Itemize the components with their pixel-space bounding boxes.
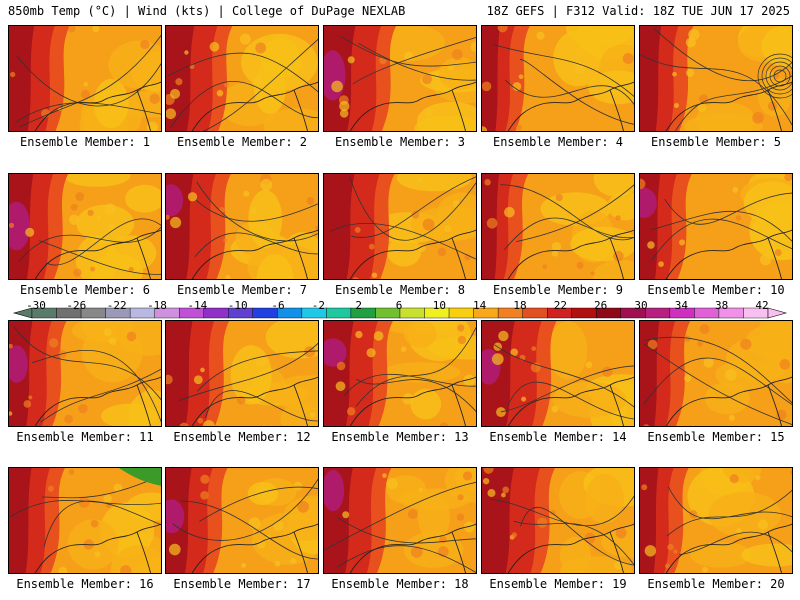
- ensemble-member-map: [8, 25, 162, 132]
- ensemble-member-label: Ensemble Member: 17: [173, 577, 311, 591]
- colorbar-tick-label: 2: [355, 299, 362, 312]
- ensemble-member-map: [165, 25, 319, 132]
- ensemble-member-label: Ensemble Member: 18: [331, 577, 469, 591]
- ensemble-member-map: [323, 25, 477, 132]
- colorbar-tick-label: 30: [634, 299, 648, 312]
- ensemble-member-label: Ensemble Member: 9: [492, 283, 624, 297]
- ensemble-member-label: Ensemble Member: 7: [176, 283, 308, 297]
- ensemble-member-label: Ensemble Member: 19: [489, 577, 627, 591]
- ensemble-member-label: Ensemble Member: 2: [176, 135, 308, 149]
- ensemble-member-map: [8, 467, 162, 574]
- ensemble-member-label: Ensemble Member: 11: [16, 430, 154, 444]
- ensemble-member-label: Ensemble Member: 12: [173, 430, 311, 444]
- colorbar: [12, 307, 788, 319]
- ensemble-member-map: [165, 173, 319, 280]
- ensemble-member-map: [323, 467, 477, 574]
- colorbar-tick-label: 34: [674, 299, 688, 312]
- ensemble-member-map: [481, 25, 635, 132]
- ensemble-member-label: Ensemble Member: 16: [16, 577, 154, 591]
- colorbar-tick-label: -30: [26, 299, 46, 312]
- colorbar-tick-label: -18: [147, 299, 167, 312]
- ensemble-member-map: [639, 467, 793, 574]
- ensemble-member-label: Ensemble Member: 10: [647, 283, 785, 297]
- colorbar-tick-label: 6: [395, 299, 403, 312]
- ensemble-member-label: Ensemble Member: 4: [492, 135, 624, 149]
- ensemble-member-map: [639, 25, 793, 132]
- colorbar-swatch: [203, 307, 229, 319]
- colorbar-tick-label: 10: [432, 299, 446, 312]
- ensemble-member-label: Ensemble Member: 15: [647, 430, 785, 444]
- ensemble-member-map: [323, 173, 477, 280]
- ensemble-member-map: [165, 320, 319, 427]
- colorbar-tick-label: -6: [271, 299, 285, 312]
- ensemble-member-map: [8, 173, 162, 280]
- ensemble-member-map: [165, 467, 319, 574]
- valid-time: 18Z GEFS | F312 Valid: 18Z TUE JUN 17 20…: [486, 4, 790, 18]
- colorbar-swatch: [571, 307, 597, 319]
- ensemble-member-label: Ensemble Member: 1: [19, 135, 151, 149]
- colorbar-tick-label: 18: [513, 299, 527, 312]
- ensemble-member-label: Ensemble Member: 5: [650, 135, 782, 149]
- colorbar-swatch: [399, 307, 425, 319]
- ensemble-member-map: [639, 173, 793, 280]
- colorbar-tick-label: 14: [473, 299, 487, 312]
- colorbar-tick-label: -2: [311, 299, 325, 312]
- colorbar-tick-label: 42: [755, 299, 769, 312]
- colorbar-tick-label: 26: [594, 299, 608, 312]
- colorbar-tick-label: -26: [66, 299, 87, 312]
- ensemble-member-map: [481, 173, 635, 280]
- ensemble-member-map: [481, 467, 635, 574]
- colorbar-tick-label: -22: [106, 299, 127, 312]
- colorbar-tick-label: -10: [227, 299, 248, 312]
- map-title: 850mb Temp (°C) | Wind (kts) | College o…: [8, 4, 406, 18]
- ensemble-member-label: Ensemble Member: 8: [334, 283, 466, 297]
- ensemble-member-label: Ensemble Member: 6: [19, 283, 151, 297]
- colorbar-tick-label: 38: [715, 299, 729, 312]
- colorbar-tick-label: 22: [553, 299, 567, 312]
- colorbar-arrow-right: [767, 307, 788, 319]
- ensemble-member-label: Ensemble Member: 20: [647, 577, 785, 591]
- ensemble-member-label: Ensemble Member: 3: [334, 135, 466, 149]
- ensemble-member-label: Ensemble Member: 13: [331, 430, 469, 444]
- ensemble-member-map: [8, 320, 162, 427]
- colorbar-tick-label: -14: [187, 299, 208, 312]
- ensemble-member-label: Ensemble Member: 14: [489, 430, 627, 444]
- colorbar-swatch: [326, 307, 352, 319]
- ensemble-member-map: [639, 320, 793, 427]
- ensemble-member-map: [323, 320, 477, 427]
- colorbar-swatch: [448, 307, 474, 319]
- colorbar-swatch: [645, 307, 671, 319]
- ensemble-member-map: [481, 320, 635, 427]
